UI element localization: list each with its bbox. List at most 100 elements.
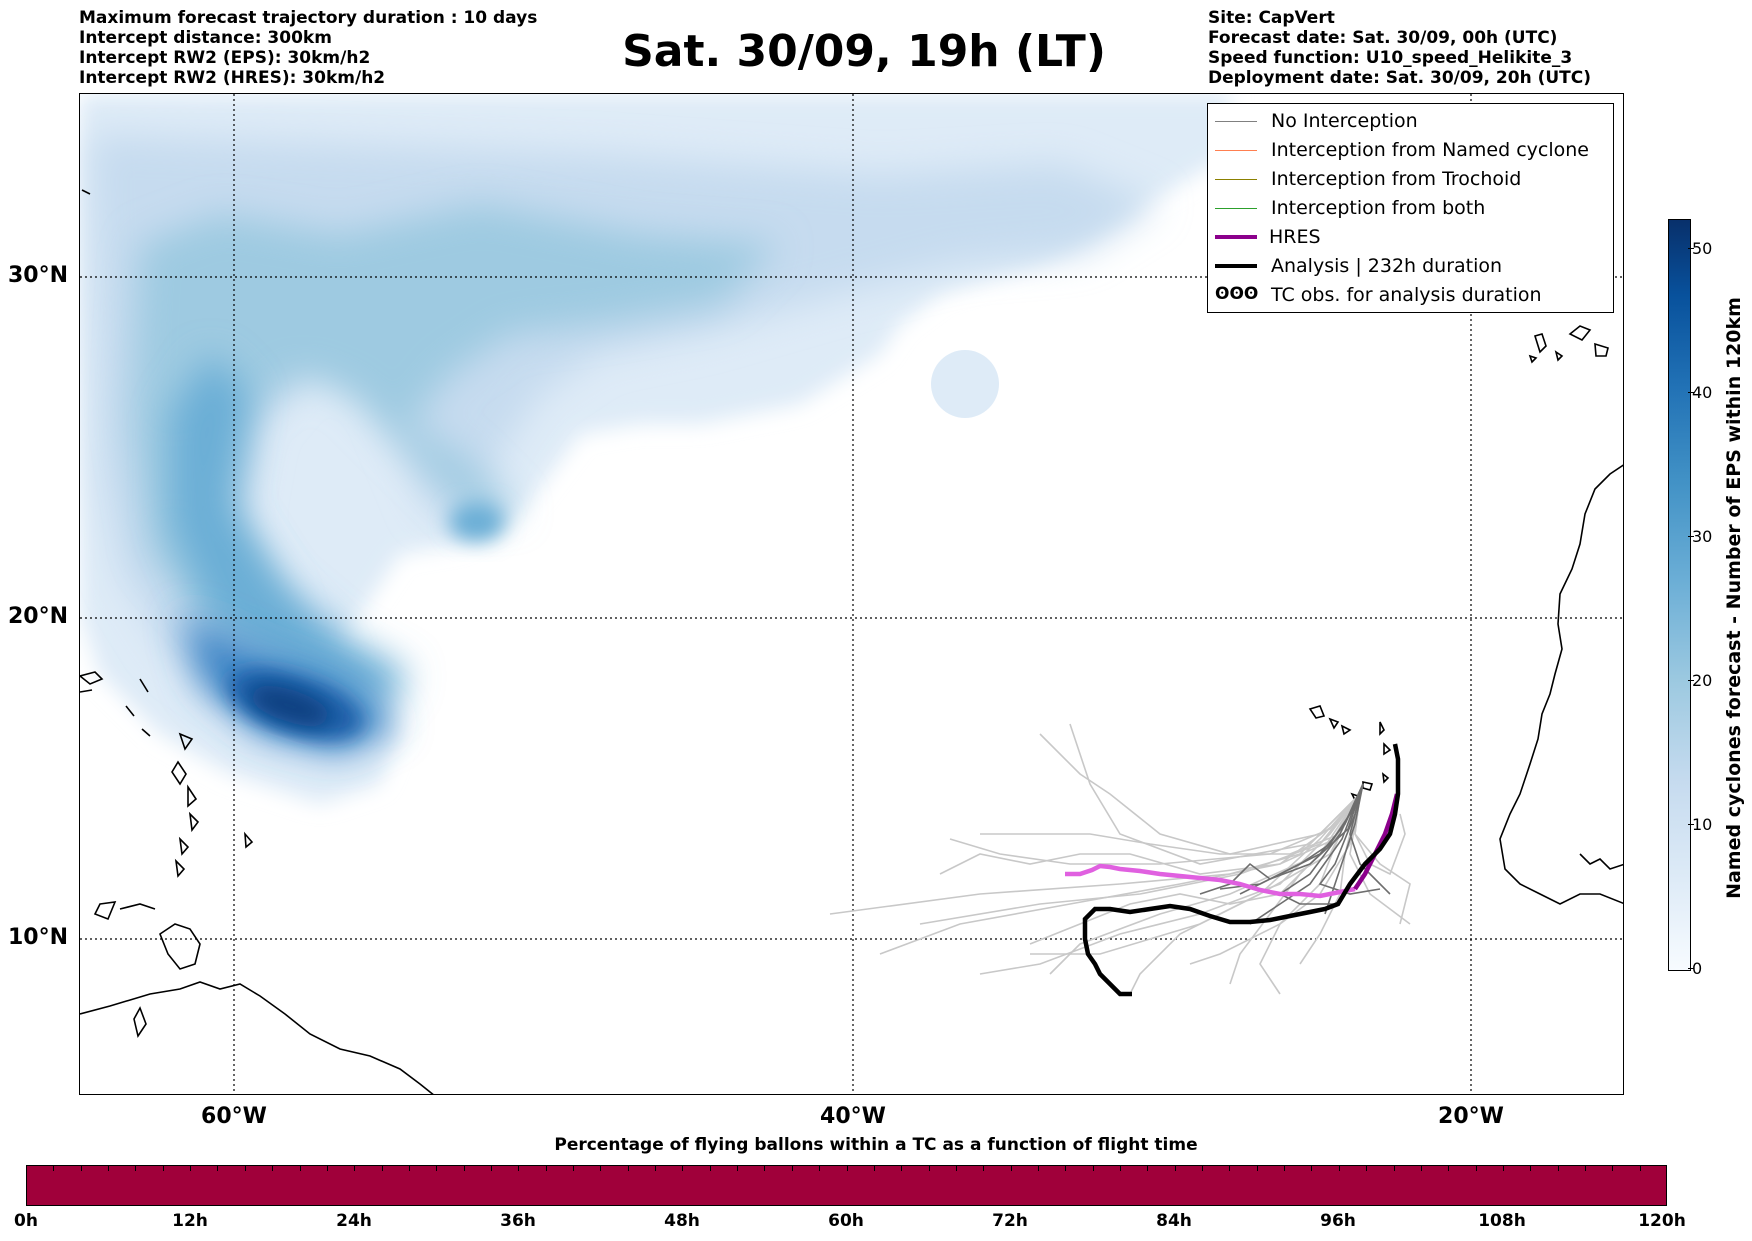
flight-time-bar (26, 1165, 1667, 1206)
flight-bar-minor-tick (627, 1165, 629, 1171)
flight-bar-minor-tick (1010, 1165, 1012, 1171)
flight-bar-minor-tick (1174, 1165, 1176, 1171)
flight-bar-minor-tick (682, 1165, 684, 1171)
flight-bar-minor-tick (1229, 1165, 1231, 1171)
flight-bar-minor-tick (1311, 1165, 1313, 1171)
flight-bar-minor-tick (244, 1165, 246, 1171)
colorbar-label: Named cyclones forecast - Number of EPS … (1723, 297, 1745, 899)
legend-swatch (1215, 121, 1257, 122)
legend-item-named-cyclone: Interception from Named cyclone (1208, 136, 1613, 165)
map-panel[interactable] (79, 93, 1624, 1095)
flight-bar-minor-tick (928, 1165, 930, 1171)
speed-function: Speed function: U10_speed_Helikite_3 (1208, 48, 1573, 68)
flight-bar-minor-tick (1147, 1165, 1149, 1171)
flight-bar-minor-tick (326, 1165, 328, 1171)
flight-bar-minor-tick (1256, 1165, 1258, 1171)
flight-bar-minor-tick (1502, 1165, 1504, 1171)
flight-bar-minor-tick (490, 1165, 492, 1171)
eps-density-field (80, 94, 1230, 804)
forecast-parameters: Maximum forecast trajectory duration : 1… (79, 8, 537, 88)
flight-bar-tick: 0h (14, 1211, 38, 1231)
flight-bar-minor-tick (408, 1165, 410, 1171)
flight-bar-minor-tick (764, 1165, 766, 1171)
site-name: Site: CapVert (1208, 8, 1335, 28)
flight-bar-tick: 12h (172, 1211, 208, 1231)
flight-bar-tick: 72h (992, 1211, 1028, 1231)
legend-swatch (1215, 150, 1257, 151)
flight-bar-tick: 24h (336, 1211, 372, 1231)
flight-bar-minor-tick (983, 1165, 985, 1171)
flight-bar-minor-tick (1092, 1165, 1094, 1171)
title-text: Sat. 30/09, 19h (LT) (622, 26, 1106, 77)
forecast-date: Forecast date: Sat. 30/09, 00h (UTC) (1208, 28, 1558, 48)
lon-label-20w: 20°W (1438, 1104, 1504, 1129)
lat-label-20n: 20°N (8, 604, 69, 629)
eps-trajectories (829, 723, 1411, 995)
legend-item-analysis: Analysis | 232h duration (1208, 252, 1613, 281)
flight-bar-minor-tick (354, 1165, 356, 1171)
lon-label-60w: 60°W (201, 1104, 267, 1129)
legend-swatch (1215, 264, 1257, 268)
flight-bar-minor-tick (545, 1165, 547, 1171)
lon-label-40w: 40°W (820, 1104, 886, 1129)
map-legend: No Interception Interception from Named … (1207, 103, 1614, 313)
flight-bar-minor-tick (655, 1165, 657, 1171)
flight-bar-tick: 120h (1638, 1211, 1686, 1231)
flight-bar-minor-tick (162, 1165, 164, 1171)
flight-bar-minor-tick (1530, 1165, 1532, 1171)
flight-bar-minor-tick (1120, 1165, 1121, 1171)
legend-item-both: Interception from both (1208, 194, 1613, 223)
flight-bar-minor-tick (272, 1165, 274, 1171)
map-canvas (80, 94, 1623, 1094)
flight-bar-tick: 108h (1478, 1211, 1526, 1231)
flight-bar-minor-tick (518, 1165, 520, 1171)
flight-bar-minor-tick (1037, 1165, 1039, 1171)
param-intercept-hres: Intercept RW2 (HRES): 30km/h2 (79, 68, 386, 88)
flight-bar-minor-tick (190, 1165, 192, 1171)
legend-swatch (1215, 208, 1257, 209)
legend-label: HRES (1269, 226, 1321, 248)
flight-bar-minor-tick (135, 1165, 137, 1171)
flight-bar-minor-tick (1639, 1165, 1641, 1171)
param-duration: Maximum forecast trajectory duration : 1… (79, 8, 538, 28)
legend-item-hres: HRES (1208, 223, 1613, 252)
flight-bar-minor-tick (737, 1165, 739, 1171)
flight-bar-minor-tick (53, 1165, 55, 1171)
legend-item-no-interception: No Interception (1208, 107, 1613, 136)
hres-trajectory-dark (1353, 793, 1400, 891)
flight-bar-minor-tick (1202, 1165, 1204, 1171)
flight-bar-minor-tick (1420, 1165, 1422, 1171)
flight-bar-tick: 60h (828, 1211, 864, 1231)
flight-bar-minor-tick (573, 1165, 574, 1171)
legend-item-trochoid: Interception from Trochoid (1208, 165, 1613, 194)
flight-bar-minor-tick (436, 1165, 438, 1171)
tc-obs-icon: ʘʘʘ (1215, 284, 1259, 304)
colorbar-tick: 10 (1687, 815, 1713, 834)
legend-label: Interception from Trochoid (1271, 168, 1522, 190)
flight-bar-minor-tick (846, 1165, 848, 1171)
legend-label: Analysis | 232h duration (1271, 255, 1503, 277)
flight-bar-minor-tick (463, 1165, 465, 1171)
flight-bar-minor-tick (873, 1165, 875, 1171)
flight-bar-minor-tick (1366, 1165, 1368, 1171)
param-intercept-distance: Intercept distance: 300km (79, 28, 332, 48)
legend-swatch (1215, 235, 1257, 239)
legend-label: No Interception (1271, 110, 1418, 132)
flight-bar-minor-tick (791, 1165, 793, 1171)
page-title: Sat. 30/09, 19h (LT) (0, 24, 1752, 80)
legend-label: Interception from Named cyclone (1271, 139, 1589, 161)
hres-trajectory (1065, 863, 1356, 899)
analysis-trajectory (1082, 743, 1401, 997)
flight-bar-minor-tick (1557, 1165, 1559, 1171)
lat-label-30n: 30°N (8, 263, 69, 288)
flight-bar-tick: 84h (1156, 1211, 1192, 1231)
flight-bar-minor-tick (1584, 1165, 1586, 1171)
flight-bar-title: Percentage of flying ballons within a TC… (554, 1135, 1198, 1155)
flight-bar-minor-tick (299, 1165, 301, 1171)
coastlines (80, 189, 1623, 1094)
flight-bar-minor-tick (80, 1165, 82, 1171)
flight-bar-minor-tick (1475, 1165, 1477, 1171)
legend-label: TC obs. for analysis duration (1271, 284, 1542, 306)
flight-bar-minor-tick (709, 1165, 711, 1171)
flight-bar-minor-tick (955, 1165, 957, 1171)
